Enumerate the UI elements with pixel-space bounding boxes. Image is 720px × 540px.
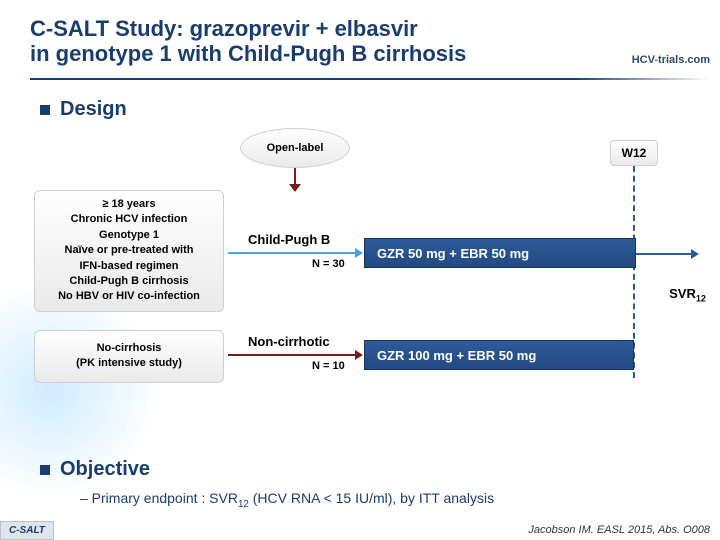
- arm2-n: N = 10: [312, 360, 345, 372]
- arm2-treatment-bar: GZR 100 mg + EBR 50 mg: [364, 340, 634, 370]
- nocirr-l1: No-cirrhosis: [39, 341, 219, 356]
- bullet-icon: [40, 465, 50, 475]
- w12-label: W12: [622, 146, 647, 160]
- title-line-2: in genotype 1 with Child-Pugh B cirrhosi…: [30, 41, 466, 66]
- objective-heading: Objective: [40, 458, 150, 481]
- open-label-arrow-head: [289, 184, 301, 192]
- design-heading: Design: [40, 98, 127, 121]
- arm2-treatment: GZR 100 mg + EBR 50 mg: [377, 348, 536, 363]
- nocirr-l2: (PK intensive study): [39, 356, 219, 371]
- open-label-text: Open-label: [267, 142, 324, 154]
- bullet-icon: [40, 105, 50, 115]
- site-logo: HCV-trials.com: [632, 54, 710, 66]
- page-title: C-SALT Study: grazoprevir + elbasvir in …: [30, 16, 640, 67]
- inclusion-criteria-box: ≥ 18 years Chronic HCV infection Genotyp…: [34, 190, 224, 312]
- obj-svr-sub: 12: [238, 499, 249, 510]
- citation-text: Jacobson IM. EASL 2015, Abs. O008: [528, 524, 710, 536]
- arm2-arrow: [228, 354, 356, 356]
- arm1-arrow: [228, 252, 356, 254]
- logo-hcv: HCV: [632, 54, 655, 66]
- title-line-1: C-SALT Study: grazoprevir + elbasvir: [30, 16, 418, 41]
- criteria-l1: ≥ 18 years: [39, 197, 219, 212]
- objective-subtext: – Primary endpoint : SVR12 (HCV RNA < 15…: [80, 490, 494, 510]
- arm1-label: Child-Pugh B: [248, 232, 330, 247]
- citation: Jacobson IM. EASL 2015, Abs. O008: [528, 524, 710, 536]
- svr12-sub: 12: [696, 294, 706, 304]
- arm1-treatment-bar: GZR 50 mg + EBR 50 mg: [364, 238, 636, 268]
- obj-post: (HCV RNA < 15 IU/ml), by ITT analysis: [249, 490, 494, 506]
- w12-box: W12: [610, 140, 658, 166]
- nocirrhosis-box: No-cirrhosis (PK intensive study): [34, 330, 224, 383]
- footer-tab-text: C-SALT: [9, 525, 45, 536]
- arm2-label: Non-cirrhotic: [248, 334, 330, 349]
- arm1-n: N = 30: [312, 258, 345, 270]
- arm1-follow-arrow: [636, 253, 692, 255]
- design-heading-text: Design: [60, 98, 127, 121]
- footer-tab: C-SALT: [0, 521, 54, 540]
- arm1-treatment: GZR 50 mg + EBR 50 mg: [377, 246, 529, 261]
- title-underline: [30, 78, 710, 80]
- objective-heading-text: Objective: [60, 458, 150, 481]
- criteria-l6: Child-Pugh B cirrhosis: [39, 274, 219, 289]
- svr12-text: SVR: [669, 286, 696, 301]
- criteria-l3: Genotype 1: [39, 228, 219, 243]
- open-label-oval: Open-label: [240, 128, 350, 168]
- criteria-l2: Chronic HCV infection: [39, 212, 219, 227]
- obj-pre: – Primary endpoint : SVR: [80, 490, 238, 506]
- svr12-label: SVR12: [669, 286, 706, 304]
- criteria-l7: No HBV or HIV co-infection: [39, 289, 219, 304]
- criteria-l4: Naïve or pre-treated with: [39, 243, 219, 258]
- logo-trials: trials.com: [658, 54, 710, 66]
- criteria-l5: IFN-based regimen: [39, 259, 219, 274]
